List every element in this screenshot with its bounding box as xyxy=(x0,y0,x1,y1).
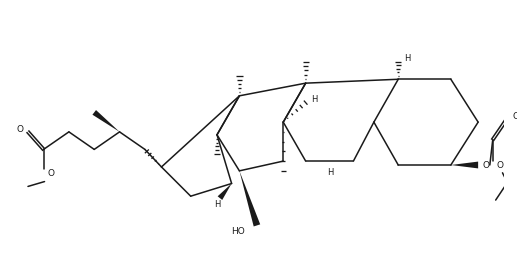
Text: O: O xyxy=(497,162,504,170)
Polygon shape xyxy=(451,162,478,168)
Text: H: H xyxy=(404,54,410,63)
Polygon shape xyxy=(239,171,260,227)
Polygon shape xyxy=(93,110,119,132)
Text: HO: HO xyxy=(232,227,245,236)
Text: O: O xyxy=(48,169,54,178)
Text: O: O xyxy=(512,112,517,121)
Text: H: H xyxy=(214,200,220,210)
Polygon shape xyxy=(218,183,232,200)
Text: O: O xyxy=(482,161,489,169)
Text: H: H xyxy=(327,168,333,177)
Text: O: O xyxy=(16,125,23,134)
Text: H: H xyxy=(312,95,318,104)
